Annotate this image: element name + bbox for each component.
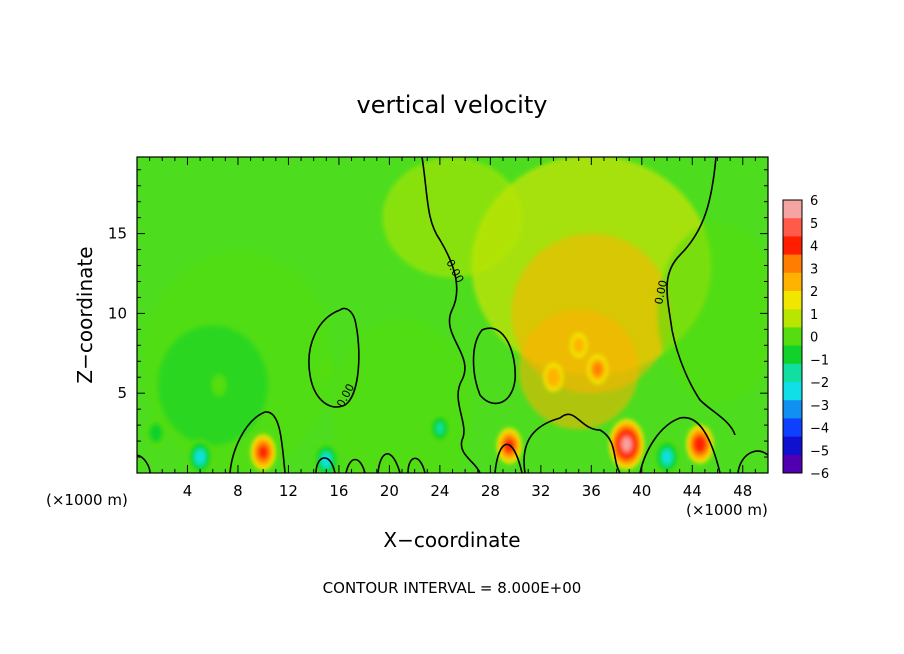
- colorbar-band: [783, 272, 802, 292]
- contour-interval-note: CONTOUR INTERVAL = 8.000E+00: [323, 579, 582, 597]
- colorbar-label: −6: [810, 467, 829, 482]
- field-extremum: [546, 367, 561, 388]
- zero-contour-line: [639, 416, 721, 473]
- field-region: [382, 157, 523, 278]
- colorbar-band: [783, 418, 802, 438]
- x-tick-label: 32: [531, 482, 550, 500]
- x-tick-label: 4: [183, 482, 193, 500]
- zero-contour-line: [407, 457, 426, 473]
- colorbar-band: [783, 400, 802, 419]
- zero-contour-line: [308, 307, 360, 408]
- colorbar-label: 2: [810, 285, 818, 300]
- x-tick-label: 20: [380, 482, 399, 500]
- x-tick-label: 48: [733, 482, 752, 500]
- colorbar-label: 3: [810, 262, 818, 277]
- x-unit-left: (×1000 m): [46, 491, 128, 509]
- x-tick-label: 36: [582, 482, 601, 500]
- y-tick-label: 5: [117, 384, 127, 402]
- field-extremum: [621, 437, 632, 452]
- zero-contour-line: [377, 453, 401, 473]
- colorbar-label: 4: [810, 240, 818, 255]
- zero-contour-line: [345, 458, 366, 473]
- colorbar-label: 5: [810, 217, 818, 232]
- x-tick-label: 16: [329, 482, 348, 500]
- axis-ticks: [137, 157, 768, 473]
- zero-contour-line: [494, 443, 523, 473]
- colorbar-band: [783, 218, 802, 237]
- colorbar-band: [783, 454, 802, 474]
- zero-contour-line: [229, 411, 286, 473]
- y-tick-label: 10: [108, 304, 127, 322]
- x-tick-label: 28: [481, 482, 500, 500]
- colorbar-band: [783, 291, 802, 310]
- field-region: [657, 223, 768, 404]
- field-extremum: [319, 359, 333, 379]
- zero-contour-line: [666, 157, 736, 436]
- colorbar-label: −2: [810, 376, 829, 391]
- colorbar-band: [783, 309, 802, 328]
- x-tick-label: 24: [430, 482, 449, 500]
- x-tick-label: 8: [233, 482, 243, 500]
- field-extremum: [149, 424, 163, 443]
- colorbar: 6 5 4 3 2 1 0 −1 −2 −3 −4 −5 −6: [782, 194, 829, 482]
- colorbar-frame: [782, 199, 803, 474]
- x-tick-label: 44: [683, 482, 702, 500]
- field-extremum: [211, 374, 227, 397]
- field-extremum: [593, 362, 603, 376]
- field-extremum: [195, 451, 205, 464]
- colorbar-band: [783, 236, 802, 256]
- colorbar-band: [783, 200, 802, 219]
- zero-contour-line: [737, 450, 768, 473]
- colorbar-band: [783, 382, 802, 401]
- x-tick-label: 12: [279, 482, 298, 500]
- field-extremum: [435, 421, 445, 435]
- colorbar-label: −3: [810, 399, 829, 414]
- zero-contour-line: [472, 327, 516, 405]
- x-tick-label: 40: [632, 482, 651, 500]
- colorbar-band: [783, 436, 802, 456]
- colorbar-label: 6: [810, 194, 818, 209]
- colorbar-band: [783, 254, 802, 274]
- field-extremum: [694, 436, 706, 453]
- colorbar-band: [783, 363, 802, 383]
- x-unit-right: (×1000 m): [686, 501, 768, 519]
- y-tick-label: 15: [108, 225, 127, 243]
- contour-label: 0.00: [652, 279, 670, 306]
- field-extremum: [662, 451, 672, 464]
- colorbar-label: −5: [810, 444, 829, 459]
- colorbar-band: [783, 327, 802, 347]
- x-axis-label: X−coordinate: [383, 528, 520, 552]
- colorbar-label: −1: [810, 353, 829, 368]
- field-extremum: [573, 337, 585, 354]
- field-region: [518, 309, 639, 430]
- colorbar-band: [783, 345, 802, 365]
- zero-contour-line: [421, 157, 481, 473]
- colorbar-label: 1: [810, 308, 818, 323]
- plot-area: 0.00 0.00 0.00: [137, 157, 768, 473]
- colorbar-label: −4: [810, 422, 829, 437]
- zero-contour-line: [315, 457, 336, 473]
- field-layer: [142, 157, 768, 473]
- field-extremum: [259, 446, 268, 459]
- zero-contours: [137, 157, 768, 473]
- zero-contour-line: [523, 413, 621, 473]
- y-axis-label: Z−coordinate: [73, 246, 97, 383]
- colorbar-label: 0: [810, 331, 818, 346]
- chart-title: vertical velocity: [357, 91, 548, 119]
